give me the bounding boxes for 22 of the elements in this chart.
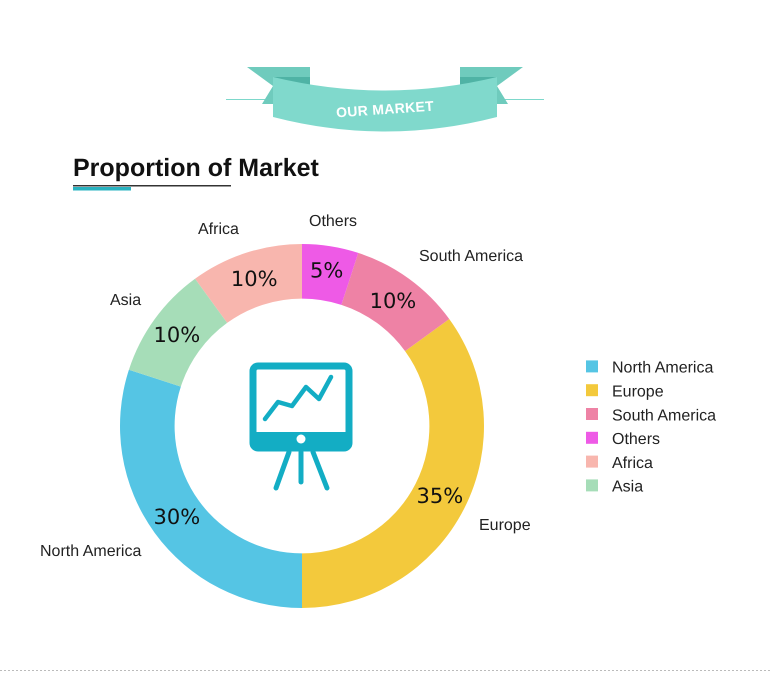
legend-label: North America (612, 360, 714, 377)
slice-label: Europe (479, 517, 531, 534)
legend-label: Europe (612, 383, 664, 400)
data-label: 30% (154, 504, 200, 529)
data-label: 10% (370, 288, 416, 313)
slice-label: Others (309, 213, 358, 230)
data-label: 35% (416, 484, 464, 508)
legend-label: Others (612, 431, 660, 448)
slice-label: South America (419, 248, 524, 265)
donut-slice (195, 244, 302, 323)
slice-label: North America (40, 543, 142, 560)
legend-label: South America (612, 407, 716, 424)
data-label: 5% (310, 258, 344, 283)
slice-label: Africa (198, 221, 239, 238)
chart-title: OUR MARKET (334, 96, 436, 122)
legend-label: Africa (612, 454, 653, 472)
chart-subtitle: Proportion of Market (73, 154, 319, 183)
legend-label: Asia (612, 478, 644, 496)
data-label: 10% (230, 266, 278, 291)
data-label: 10% (154, 323, 200, 348)
donut-slice (302, 244, 358, 305)
slice-label: Asia (110, 292, 142, 309)
